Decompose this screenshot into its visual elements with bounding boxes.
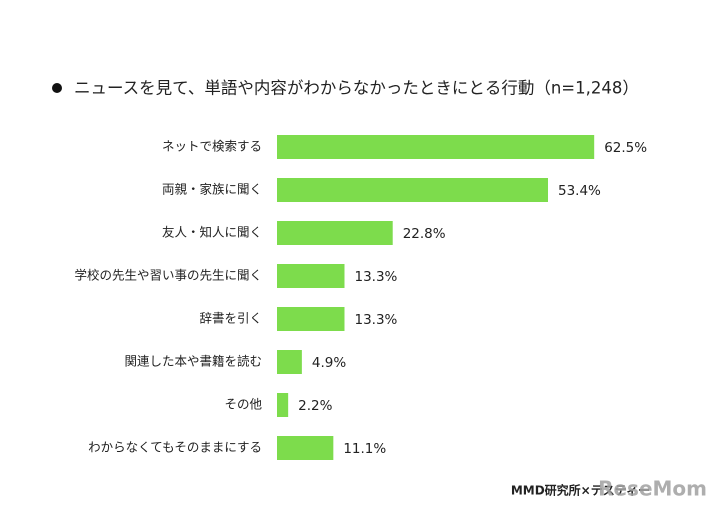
- value-label: 4.9%: [312, 355, 346, 371]
- source: MMD研究所×テスティー: [511, 483, 650, 498]
- value-label: 62.5%: [604, 140, 647, 156]
- chart-title: ニュースを見て、単語や内容がわからなかったときにとる行動（n=1,248）: [74, 79, 639, 98]
- value-label: 13.3%: [354, 269, 397, 285]
- bar: [277, 221, 393, 245]
- bar: [277, 264, 345, 288]
- value-label: 22.8%: [403, 226, 446, 242]
- value-label: 13.3%: [354, 312, 397, 328]
- value-label: 53.4%: [558, 183, 601, 199]
- bar: [277, 393, 289, 417]
- bar: [277, 135, 595, 159]
- bar: [277, 178, 549, 202]
- category-label: ネットで検索する: [162, 139, 262, 154]
- category-label: その他: [224, 397, 262, 412]
- bar: [277, 307, 345, 331]
- category-label: わからなくてもそのままにする: [88, 440, 262, 455]
- bar: [277, 350, 302, 374]
- value-label: 11.1%: [343, 441, 386, 457]
- bar: [277, 436, 334, 460]
- category-label: 友人・知人に聞く: [162, 225, 262, 240]
- category-label: 辞書を引く: [199, 311, 262, 326]
- watermark: ReseMom: [598, 477, 707, 501]
- category-label: 関連した本や書籍を読む: [124, 354, 262, 369]
- value-label: 2.2%: [298, 398, 332, 414]
- category-label: 両親・家族に聞く: [162, 182, 262, 197]
- title-bullet: [52, 83, 62, 93]
- category-label: 学校の先生や習い事の先生に聞く: [74, 268, 262, 283]
